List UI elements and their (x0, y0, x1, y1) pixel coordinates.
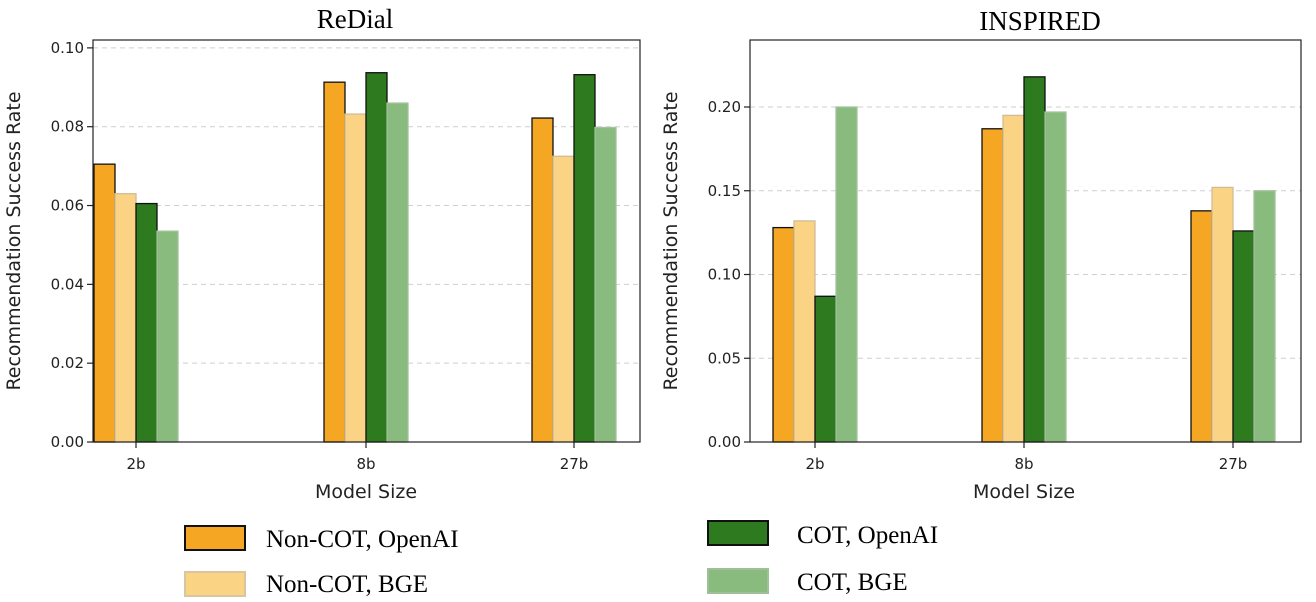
bar-non-cot-bge-8b (344, 113, 367, 443)
bar-cot-bge-2b (835, 106, 858, 443)
bar-non-cot-bge-2b (114, 193, 137, 443)
bar-cot-bge-27b (594, 126, 617, 443)
chart-title: ReDial (317, 4, 393, 34)
y-tick-label: 0.00 (51, 433, 84, 451)
x-axis-label: Model Size (973, 481, 1075, 503)
x-tick-label: 8b (1014, 455, 1033, 473)
legend-label: Non-COT, BGE (266, 571, 428, 598)
y-tick-label: 0.06 (51, 197, 84, 215)
bar-cot-bge-2b (156, 230, 179, 443)
legend-swatch-cot-openai (707, 520, 769, 546)
legend-label: Non-COT, OpenAI (266, 526, 459, 553)
chart-inspired: INSPIRED 0.00 0.05 0.10 0.15 0.20 2b 8b 27b Mo… (660, 6, 1302, 503)
legend-label: COT, OpenAI (797, 522, 938, 549)
y-axis-label: Recommendation Success Rate (660, 91, 682, 390)
y-tick-label: 0.15 (708, 182, 741, 200)
x-tick-label: 8b (356, 455, 375, 473)
bar-cot-openai-8b (365, 72, 388, 443)
y-axis-label: Recommendation Success Rate (3, 91, 25, 390)
bar-non-cot-openai-2b (772, 226, 795, 443)
y-tick-label: 0.08 (51, 118, 84, 136)
x-tick-label: 27b (1219, 455, 1248, 473)
bar-non-cot-openai-8b (981, 128, 1004, 443)
bar-cot-openai-2b (814, 295, 837, 443)
chart-redial: ReDial 0.000.020.040.060.080.10 2b 8b 27b … (3, 4, 641, 503)
legend-swatch-non-cot-bge (184, 571, 246, 597)
bar-non-cot-bge-27b (552, 155, 575, 443)
bar-cot-bge-8b (386, 102, 409, 443)
x-tick-label: 2b (805, 455, 824, 473)
y-tick-label: 0.20 (708, 98, 741, 116)
bar-non-cot-openai-2b (93, 163, 116, 443)
chart-title: INSPIRED (979, 6, 1101, 36)
bar-cot-openai-2b (135, 202, 158, 443)
y-tick-label: 0.02 (51, 354, 84, 372)
y-tick-label: 0.10 (51, 39, 84, 57)
y-tick-label: 0.00 (708, 433, 741, 451)
legend: Non-COT, OpenAI Non-COT, BGE COT, OpenAI… (184, 520, 938, 598)
x-tick-label: 27b (560, 455, 589, 473)
legend-item-non-cot-openai: Non-COT, OpenAI (184, 525, 459, 553)
legend-swatch-non-cot-openai (184, 525, 246, 551)
x-tick-label: 2b (126, 455, 145, 473)
legend-item-cot-openai: COT, OpenAI (707, 520, 938, 549)
bar-cot-bge-8b (1044, 111, 1067, 443)
bar-non-cot-bge-27b (1211, 186, 1234, 443)
bar-non-cot-openai-27b (1190, 210, 1213, 443)
bar-non-cot-openai-27b (531, 117, 554, 443)
bar-cot-openai-27b (1232, 230, 1255, 443)
bar-cot-openai-27b (573, 74, 596, 443)
legend-swatch-cot-bge (707, 568, 769, 594)
legend-item-cot-bge: COT, BGE (707, 568, 908, 596)
y-tick-label: 0.04 (51, 275, 84, 293)
plot-frame (749, 39, 1302, 443)
y-tick-label: 0.05 (708, 349, 741, 367)
bar-non-cot-bge-8b (1002, 114, 1025, 443)
bar-non-cot-openai-8b (323, 81, 346, 443)
legend-item-non-cot-bge: Non-COT, BGE (184, 571, 428, 598)
bar-cot-openai-8b (1023, 76, 1046, 443)
bar-cot-bge-27b (1253, 190, 1276, 443)
y-tick-label: 0.10 (708, 266, 741, 284)
legend-label: COT, BGE (797, 569, 908, 596)
x-axis-label: Model Size (315, 481, 417, 503)
bar-non-cot-bge-2b (793, 220, 816, 443)
